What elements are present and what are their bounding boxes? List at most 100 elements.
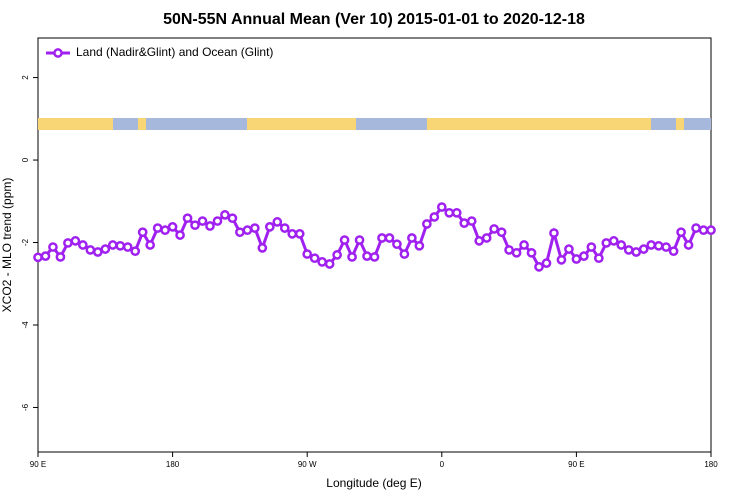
data-point	[122, 242, 133, 252]
y-tick-label: -6	[21, 403, 30, 411]
data-point	[167, 222, 178, 232]
data-point	[571, 254, 582, 264]
x-axis-label: Longitude (deg E)	[326, 476, 421, 490]
land	[138, 118, 146, 130]
data-point	[145, 240, 156, 250]
data-point	[220, 210, 230, 220]
data-point	[646, 240, 657, 250]
land-ocean-strip	[38, 118, 711, 130]
data-point	[63, 238, 73, 248]
data-point	[197, 216, 208, 226]
y-tick-label: -4	[21, 321, 30, 329]
data-point	[287, 229, 298, 239]
data-point	[332, 250, 342, 260]
data-point	[384, 233, 395, 243]
data-point	[526, 247, 537, 258]
data-point	[242, 225, 253, 236]
data-point	[48, 242, 58, 252]
land	[38, 118, 113, 130]
data-point	[623, 245, 634, 255]
data-point	[556, 254, 567, 265]
data-point	[668, 246, 679, 257]
data-point	[227, 213, 238, 224]
data-point	[593, 253, 604, 264]
x-tick-label: 180	[704, 460, 718, 469]
data-point	[392, 239, 402, 250]
y-tick-label: -2	[21, 238, 30, 246]
data-point	[369, 252, 380, 262]
data-point	[504, 245, 514, 255]
data-point	[264, 222, 275, 232]
data-point	[399, 249, 410, 259]
data-point	[362, 251, 372, 261]
data-point	[691, 223, 701, 233]
data-point	[92, 247, 103, 257]
data-point	[459, 218, 470, 228]
data-point	[631, 247, 642, 257]
data-point	[511, 247, 522, 258]
data-point	[706, 225, 716, 236]
data-point	[302, 249, 313, 259]
data-point	[309, 253, 320, 264]
data-point	[107, 240, 118, 250]
data-point	[33, 252, 43, 263]
data-point	[436, 202, 447, 212]
data-point	[272, 217, 283, 227]
data-point	[616, 240, 627, 250]
data-point	[676, 227, 686, 238]
data-point	[608, 236, 619, 246]
data-point	[324, 259, 335, 269]
x-tick-label: 90 E	[568, 460, 584, 469]
data-point	[698, 225, 709, 236]
data-point	[152, 223, 163, 233]
data-point	[564, 244, 574, 254]
data-point	[444, 207, 455, 218]
data-point	[451, 207, 462, 218]
data-point	[586, 242, 597, 252]
data-point	[638, 244, 649, 254]
x-tick-label: 0	[440, 460, 445, 469]
data-point	[190, 220, 200, 231]
y-tick-label: 2	[21, 75, 30, 80]
data-point	[347, 252, 357, 262]
data-point	[414, 240, 425, 251]
data-point	[429, 212, 440, 222]
data-point	[205, 221, 215, 231]
legend-marker	[53, 48, 63, 58]
data-point	[85, 245, 96, 255]
data-point	[407, 233, 417, 243]
y-tick-label: 0	[21, 157, 30, 162]
data-point	[70, 236, 81, 246]
x-tick-label: 180	[166, 460, 180, 469]
data-point	[115, 240, 126, 251]
data-point	[100, 244, 111, 254]
data-point	[579, 251, 589, 261]
data-point	[354, 235, 365, 245]
data-point	[137, 227, 148, 238]
chart-title: 50N-55N Annual Mean (Ver 10) 2015-01-01 …	[163, 11, 585, 28]
land	[676, 118, 684, 130]
data-point	[466, 216, 477, 226]
data-point	[78, 240, 88, 250]
data-point	[474, 236, 485, 246]
legend-label: Land (Nadir&Glint) and Ocean (Glint)	[76, 45, 273, 59]
data-point	[661, 242, 671, 252]
data-point	[481, 233, 492, 243]
data-point	[421, 219, 432, 229]
data-point	[55, 252, 66, 262]
data-point	[175, 230, 185, 240]
data-point	[541, 258, 552, 268]
data-point	[519, 240, 529, 250]
data-point	[653, 240, 664, 251]
land	[247, 118, 356, 130]
data-point	[182, 213, 193, 224]
data-point	[534, 262, 544, 272]
data-point	[212, 216, 223, 226]
data-point	[683, 240, 694, 250]
land	[427, 118, 651, 130]
data-point	[250, 223, 260, 233]
y-axis-label: XCO2 - MLO trend (ppm)	[0, 178, 14, 313]
data-point	[317, 257, 328, 267]
plot-frame	[37, 37, 712, 453]
data-point	[489, 224, 499, 234]
